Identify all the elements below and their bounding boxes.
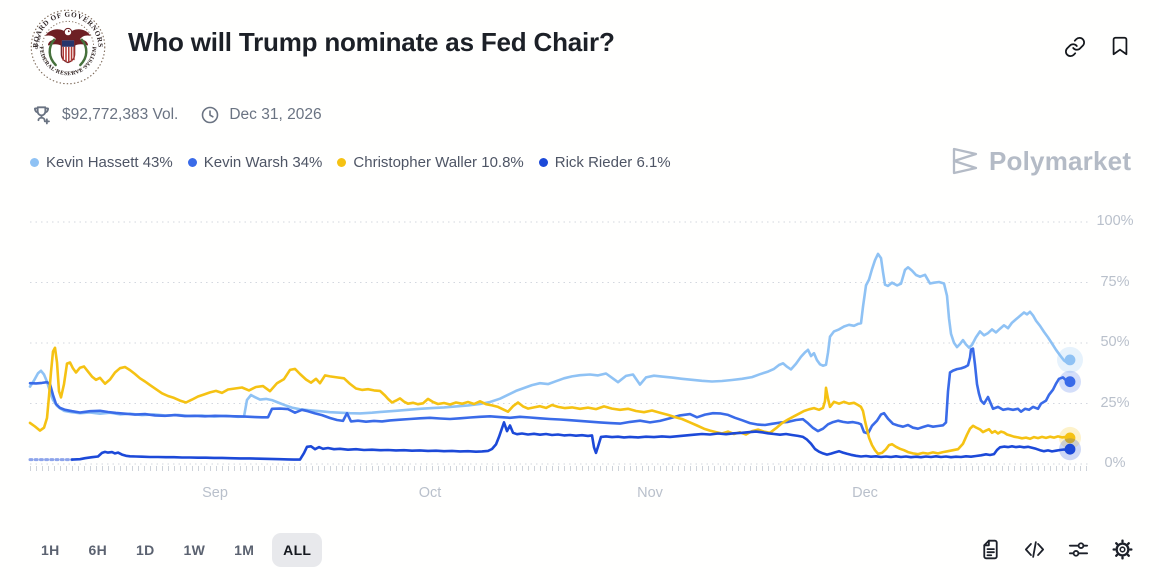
bookmark-button[interactable] (1109, 35, 1131, 57)
series-rick-rieder (70, 421, 1072, 461)
range-button-all[interactable]: ALL (272, 533, 323, 567)
range-button-1d[interactable]: 1D (125, 533, 166, 567)
svg-text:OF THE: OF THE (34, 34, 43, 50)
range-button-6h[interactable]: 6H (78, 533, 119, 567)
chart-options-button[interactable] (1067, 538, 1090, 561)
trophy-icon (33, 106, 50, 125)
legend-label: Kevin Warsh 34% (203, 154, 323, 171)
y-axis-label-0: 0% (1104, 455, 1126, 471)
bookmark-icon (1112, 36, 1128, 56)
link-icon (1065, 37, 1085, 57)
eagle-icon (45, 27, 91, 46)
series-kevin-hassett (28, 252, 1072, 419)
settings-icon (1112, 539, 1133, 560)
legend: Kevin Hassett 43% Kevin Warsh 34% Christop… (30, 154, 671, 171)
x-axis-label-nov: Nov (637, 485, 663, 501)
range-button-1m[interactable]: 1M (223, 533, 265, 567)
end-dot-kevin-warsh (1064, 376, 1076, 388)
document-icon (983, 539, 998, 560)
legend-label: Christopher Waller 10.8% (353, 154, 524, 171)
legend-item-christopher-waller[interactable]: Christopher Waller 10.8% (337, 154, 524, 171)
federal-reserve-seal: BOARD OF GOVERNORS FEDERAL RESERVE SYSTE… (30, 9, 106, 85)
legend-item-rick-rieder[interactable]: Rick Rieder 6.1% (538, 154, 671, 171)
volume-text: $92,772,383 Vol. (62, 105, 179, 123)
legend-dot (538, 158, 548, 167)
page-title: Who will Trump nominate as Fed Chair? (128, 27, 615, 57)
end-dot-christopher-waller (1064, 432, 1076, 444)
y-axis-label-50: 50% (1100, 334, 1130, 350)
legend-item-kevin-hassett[interactable]: Kevin Hassett 43% (30, 154, 173, 171)
legend-dot (337, 158, 347, 167)
legend-label: Kevin Hassett 43% (46, 154, 173, 171)
watermark: Polymarket (950, 145, 1131, 177)
filters-icon (1068, 542, 1089, 557)
code-icon (1024, 541, 1045, 558)
watermark-text: Polymarket (989, 145, 1132, 176)
end-dot-rick-rieder (1064, 443, 1076, 455)
legend-label: Rick Rieder 6.1% (554, 154, 671, 171)
range-button-1h[interactable]: 1H (30, 533, 71, 567)
embed-button[interactable] (1023, 538, 1046, 561)
series-kevin-warsh (28, 347, 1072, 435)
x-axis-label-dec: Dec (852, 485, 878, 501)
legend-dot (187, 158, 197, 167)
settings-button[interactable] (1111, 538, 1134, 561)
market-stats: $92,772,383 Vol. Dec 31, 2026 (30, 103, 322, 126)
share-link-button[interactable] (1064, 36, 1086, 58)
series-christopher-waller (28, 346, 1072, 456)
chart-tools (979, 538, 1134, 561)
time-range-selector: 1H 6H 1D 1W 1M ALL (30, 533, 323, 567)
y-axis-label-75: 75% (1100, 273, 1130, 290)
y-axis-label-100: 100% (1096, 213, 1134, 229)
range-button-1w[interactable]: 1W (173, 533, 217, 567)
legend-item-kevin-warsh[interactable]: Kevin Warsh 34% (187, 154, 323, 171)
y-axis-label-25: 25% (1100, 394, 1130, 411)
polymarket-logo-icon (952, 147, 978, 175)
x-axis-label-sep: Sep (202, 485, 228, 501)
x-axis-label-oct: Oct (418, 485, 442, 501)
clock-icon (202, 106, 219, 123)
end-dot-kevin-hassett (1064, 354, 1076, 366)
rules-button[interactable] (979, 538, 1002, 561)
price-chart[interactable] (28, 216, 1090, 472)
end-date-text: Dec 31, 2026 (229, 105, 322, 123)
laurel-icon (48, 38, 88, 67)
x-axis-ticks (30, 466, 1088, 471)
shield-icon (60, 39, 76, 64)
legend-dot (30, 158, 39, 167)
